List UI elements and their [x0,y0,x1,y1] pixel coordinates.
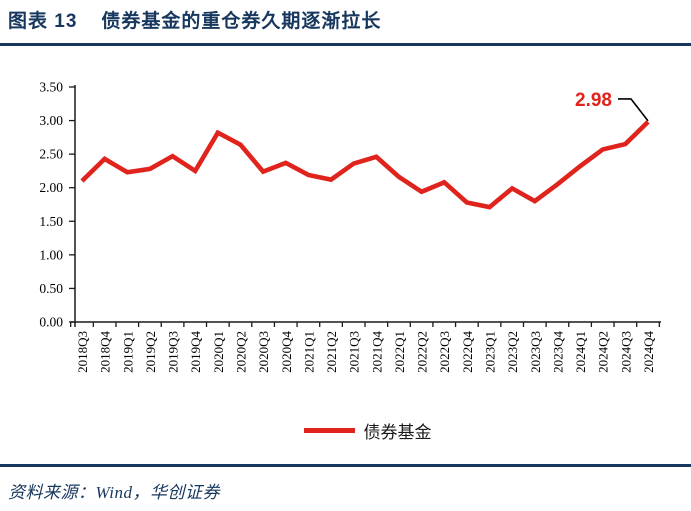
x-tick-label: 2019Q2 [143,331,158,373]
legend-label: 债券基金 [363,422,432,442]
x-tick-label: 2019Q4 [188,331,203,373]
x-tick-label: 2023Q2 [505,331,520,373]
x-tick-label: 2020Q4 [279,331,294,373]
y-tick-label: 3.00 [39,113,63,128]
x-tick-label: 2020Q2 [233,331,248,373]
x-tick-label: 2023Q4 [550,331,565,373]
x-tick-label: 2019Q1 [120,331,135,373]
y-tick-label: 2.50 [39,147,63,162]
y-tick-label: 1.50 [39,214,63,229]
x-tick-label: 2022Q4 [460,331,475,373]
y-tick-label: 1.00 [39,247,63,262]
x-tick-label: 2024Q3 [618,331,633,373]
x-tick-label: 2021Q3 [347,331,362,373]
x-tick-label: 2021Q4 [369,331,384,373]
y-tick-label: 0.50 [39,281,63,296]
x-tick-label: 2021Q2 [324,331,339,373]
x-tick-label: 2021Q1 [301,331,316,373]
x-tick-label: 2023Q3 [528,331,543,373]
figure-header: 图表 13 债券基金的重仓券久期逐渐拉长 [0,0,691,35]
x-tick-label: 2023Q1 [483,331,498,373]
x-tick-label: 2024Q1 [573,331,588,373]
figure-number: 图表 13 [8,11,78,32]
x-tick-label: 2022Q3 [437,331,452,373]
series-line [80,120,650,210]
x-tick-label: 2022Q2 [415,331,430,373]
footer-divider [0,464,691,467]
x-tick-label: 2024Q2 [596,331,611,373]
x-tick-label: 2022Q1 [392,331,407,373]
x-tick-label: 2018Q3 [75,331,90,373]
x-tick-label: 2024Q4 [641,331,656,373]
chart-legend: 债券基金 [75,418,660,442]
x-tick-label: 2018Q4 [98,331,113,373]
data-source: 资料来源：Wind，华创证券 [8,483,220,502]
data-label: 2.98 [575,90,612,111]
y-tick-label: 3.50 [39,80,63,95]
x-tick-label: 2020Q3 [256,331,271,373]
x-tick-label: 2019Q3 [166,331,181,373]
y-tick-label: 2.00 [39,180,63,195]
x-tick-label: 2020Q1 [211,331,226,373]
y-tick-label: 0.00 [39,315,63,330]
page-title: 债券基金的重仓券久期逐渐拉长 [101,11,382,32]
title-divider [0,43,691,46]
callout-line [618,98,649,122]
legend-line-swatch [303,427,355,433]
